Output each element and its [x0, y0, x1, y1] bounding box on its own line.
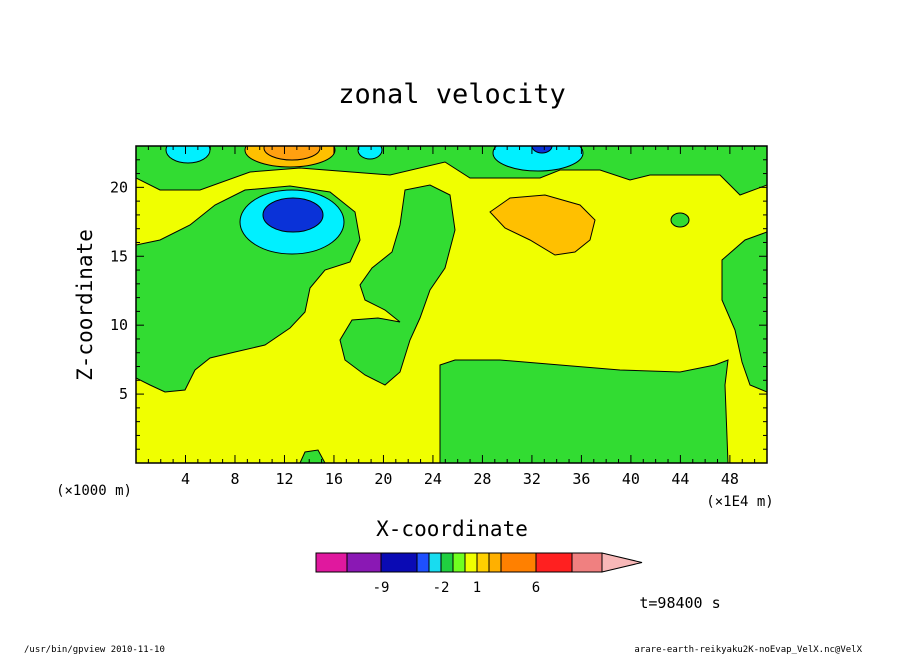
- x-tick-label: 20: [374, 470, 392, 488]
- colorbar-labels: -9 -2 1 6: [373, 580, 541, 596]
- x-axis: 4 8 12 16 20 24 28 32 36 40 44 48: [147, 146, 756, 488]
- x-tick-label: 44: [671, 470, 689, 488]
- footer-left: /usr/bin/gpview 2010-11-10: [24, 645, 165, 654]
- colorbar: [315, 552, 643, 573]
- contour-blue-right-top: [531, 146, 553, 154]
- y-unit-label: (×1000 m): [56, 483, 132, 499]
- contour-green-bottomleft: [299, 449, 326, 463]
- colorbar-swatch: [428, 552, 442, 573]
- y-tick-label: 5: [119, 385, 128, 403]
- contour-blue-center: [262, 197, 324, 233]
- contour-cyan-right-top: [492, 146, 584, 172]
- colorbar-tick-label: 6: [532, 580, 540, 596]
- colorbar-swatch: [571, 552, 603, 573]
- colorbar-swatch: [535, 552, 573, 573]
- y-tick-label: 10: [110, 316, 128, 334]
- colorbar-swatch: [440, 552, 454, 573]
- x-tick-label: 12: [275, 470, 293, 488]
- colorbar-swatch: [416, 552, 430, 573]
- contour-cyan-mid-top: [357, 146, 383, 160]
- plot-frame: [135, 145, 768, 464]
- y-axis-label: Z-coordinate: [73, 229, 97, 381]
- colorbar-tick-label: 1: [473, 580, 481, 596]
- y-axis: 5 10 15 20: [110, 159, 767, 450]
- contour-cyan-left-top: [165, 146, 211, 164]
- x-unit-label: (×1E4 m): [706, 494, 773, 510]
- x-tick-label: 24: [424, 470, 442, 488]
- colorbar-swatch: [500, 552, 537, 573]
- x-tick-label: 4: [181, 470, 190, 488]
- contour-darkorange-top: [263, 146, 321, 161]
- contour-green-bottom: [439, 359, 729, 463]
- contour-green-right: [721, 231, 767, 393]
- colorbar-swatch: [380, 552, 418, 573]
- colorbar-swatch: [464, 552, 478, 573]
- y-tick-label: 20: [110, 178, 128, 196]
- time-label: t=98400 s: [639, 594, 720, 612]
- contour-green-small: [670, 212, 690, 228]
- colorbar-swatch: [452, 552, 466, 573]
- colorbar-swatch: [315, 552, 348, 573]
- contour-green-center: [339, 184, 456, 386]
- x-axis-label: X-coordinate: [376, 517, 528, 541]
- y-tick-label: 15: [110, 247, 128, 265]
- x-tick-label: 16: [325, 470, 343, 488]
- x-tick-label: 40: [622, 470, 640, 488]
- x-tick-label: 8: [230, 470, 239, 488]
- x-tick-label: 32: [523, 470, 541, 488]
- x-tick-label: 36: [572, 470, 590, 488]
- x-tick-label: 28: [473, 470, 491, 488]
- colorbar-arrow: [601, 552, 643, 573]
- plot-area: [135, 145, 768, 464]
- colorbar-swatch: [346, 552, 382, 573]
- footer-right: arare-earth-reikyaku2K-noEvap_VelX.nc@Ve…: [634, 645, 862, 654]
- colorbar-tick-label: -2: [433, 580, 450, 596]
- colorbar-tick-label: -9: [373, 580, 390, 596]
- colorbar-swatch: [488, 552, 502, 573]
- colorbar-swatch: [476, 552, 490, 573]
- chart-title: zonal velocity: [338, 79, 566, 110]
- x-tick-label: 48: [721, 470, 739, 488]
- contour-orange-right: [489, 194, 596, 256]
